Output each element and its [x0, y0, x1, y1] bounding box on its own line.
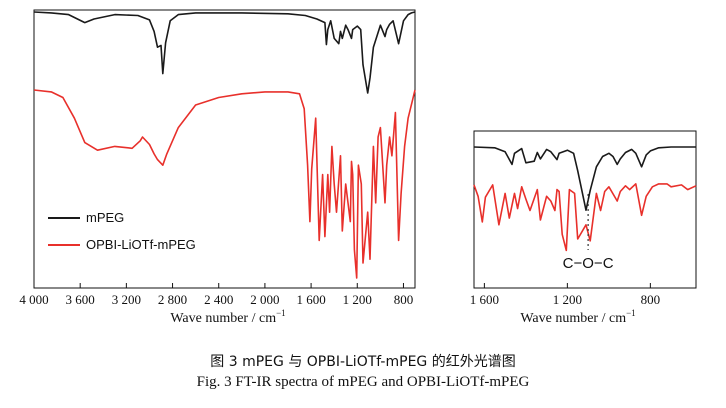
fingerprint-panel: 1 600 1 200 800 C−O−C Wave number / cm−1: [470, 130, 697, 326]
left-spectra: [33, 11, 416, 279]
right-x-tick-label-800: 800: [641, 292, 661, 307]
left-series-mpeg: [33, 11, 416, 94]
caption-english: Fig. 3 FT-IR spectra of mPEG and OPBI-Li…: [196, 374, 530, 390]
left-x-tick-label-3200: 3 200: [112, 292, 141, 307]
c-o-c-annotation: C−O−C: [563, 255, 614, 272]
right-x-tick-label-1200: 1 200: [553, 292, 582, 307]
right-plot-frame: [473, 130, 697, 289]
legend: mPEG OPBI-LiOTf-mPEG: [48, 210, 196, 252]
left-x-tick-label-800: 800: [394, 292, 414, 307]
left-x-axis-title: Wave number / cm−1: [170, 308, 285, 326]
left-x-tick-label-3600: 3 600: [66, 292, 95, 307]
left-x-ticks: 4 000 3 600 3 200 2 800 2 400 2 000 1 600 1 200…: [19, 283, 413, 307]
left-plot-frame: [33, 9, 416, 289]
legend-label-opbi: OPBI-LiOTf-mPEG: [86, 237, 196, 252]
legend-label-mpeg: mPEG: [86, 210, 124, 225]
right-spectra: [473, 146, 697, 252]
right-series-mpeg: [473, 146, 696, 211]
left-x-tick-label-2800: 2 800: [158, 292, 187, 307]
left-series-opbi-liotf-mpeg: [33, 89, 416, 279]
right-x-tick-label-1600: 1 600: [470, 292, 499, 307]
left-x-tick-label-1200: 1 200: [343, 292, 372, 307]
left-x-tick-label-4000: 4 000: [19, 292, 48, 307]
full-range-panel: 4 000 3 600 3 200 2 800 2 400 2 000 1 600 1 200…: [19, 9, 416, 326]
left-x-tick-label-2400: 2 400: [204, 292, 233, 307]
right-x-ticks: 1 600 1 200 800: [470, 283, 660, 307]
right-series-opbi-liotf-mpeg: [473, 183, 697, 252]
right-x-axis-title: Wave number / cm−1: [520, 308, 635, 326]
left-x-axis-title-sup: −1: [276, 308, 286, 318]
right-x-axis-title-text: Wave number / cm: [520, 311, 626, 326]
left-x-axis-title-text: Wave number / cm: [170, 311, 276, 326]
right-x-axis-title-sup: −1: [626, 308, 636, 318]
caption-chinese: 图 3 mPEG 与 OPBI-LiOTf-mPEG 的红外光谱图: [210, 354, 516, 370]
left-x-tick-label-1600: 1 600: [296, 292, 325, 307]
left-x-tick-label-2000: 2 000: [250, 292, 279, 307]
